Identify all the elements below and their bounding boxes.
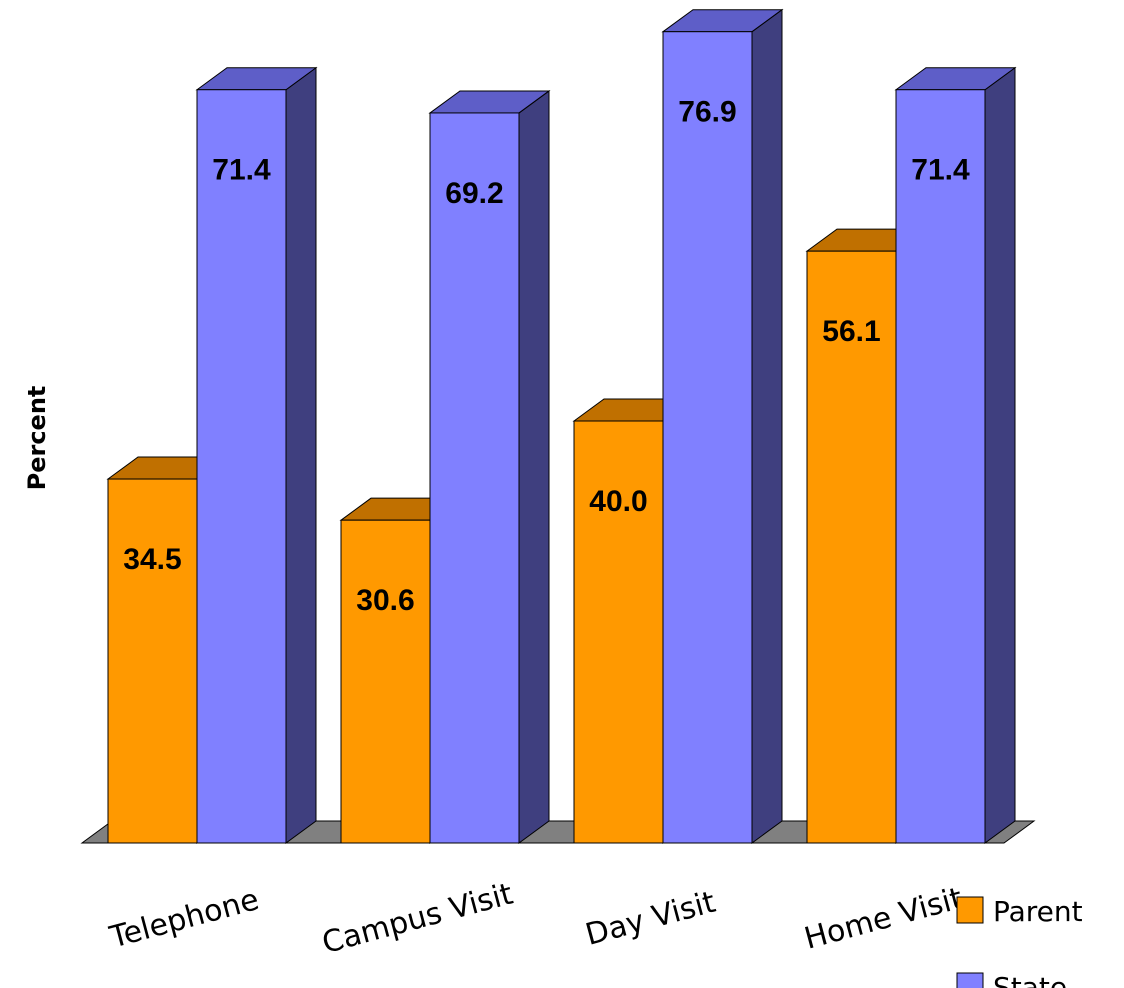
bar-day-visit-state — [661, 8, 784, 844]
value-label-telephone-parent: 34.5 — [123, 543, 181, 576]
legend-swatch-parent — [956, 896, 984, 924]
bar-side-day-visit-state — [751, 8, 783, 844]
value-label-home-visit-parent: 56.1 — [822, 315, 880, 348]
category-label-day-visit: Day Visit — [582, 885, 719, 953]
bar-front-home-visit-parent — [806, 250, 897, 844]
bar-front-telephone-parent — [107, 478, 198, 844]
value-label-campus-visit-state: 69.2 — [445, 177, 503, 210]
y-axis-label: Percent — [23, 386, 51, 491]
legend-swatch-state — [956, 972, 984, 988]
category-label-campus-visit: Campus Visit — [318, 877, 516, 962]
bars-group — [106, 8, 1017, 844]
legend-label-parent: Parent — [993, 895, 1083, 928]
legend-label-state: State — [993, 971, 1067, 988]
legend-item-parent: Parent — [956, 895, 1083, 928]
value-label-day-visit-state: 76.9 — [678, 96, 736, 129]
category-label-telephone: Telephone — [105, 882, 262, 955]
bar-side-telephone-state — [285, 66, 317, 844]
bar-home-visit-state — [894, 66, 1017, 844]
category-labels-group: Telephone Campus Visit Day Visit Home Visit — [105, 877, 966, 962]
bar-side-home-visit-state — [984, 66, 1016, 844]
bar-front-home-visit-state — [895, 89, 986, 844]
bar-campus-visit-state — [428, 89, 551, 844]
value-label-home-visit-state: 71.4 — [911, 154, 970, 187]
bar-front-campus-visit-state — [429, 112, 520, 844]
bar-front-campus-visit-parent — [340, 519, 431, 844]
bar-side-campus-visit-state — [518, 89, 550, 844]
category-label-home-visit: Home Visit — [801, 881, 967, 957]
value-labels-group: 34.5 71.4 30.6 69.2 40.0 76.9 56.1 71.4 — [123, 96, 970, 617]
value-label-campus-visit-parent: 30.6 — [356, 584, 414, 617]
bar-front-day-visit-parent — [573, 420, 664, 844]
value-label-day-visit-parent: 40.0 — [589, 485, 647, 518]
bar-front-day-visit-state — [662, 31, 753, 844]
bar-telephone-state — [195, 66, 318, 844]
value-label-telephone-state: 71.4 — [212, 154, 271, 187]
legend-item-state: State — [956, 971, 1067, 988]
legend: Parent State — [956, 895, 1083, 988]
bar-front-telephone-state — [196, 89, 287, 844]
